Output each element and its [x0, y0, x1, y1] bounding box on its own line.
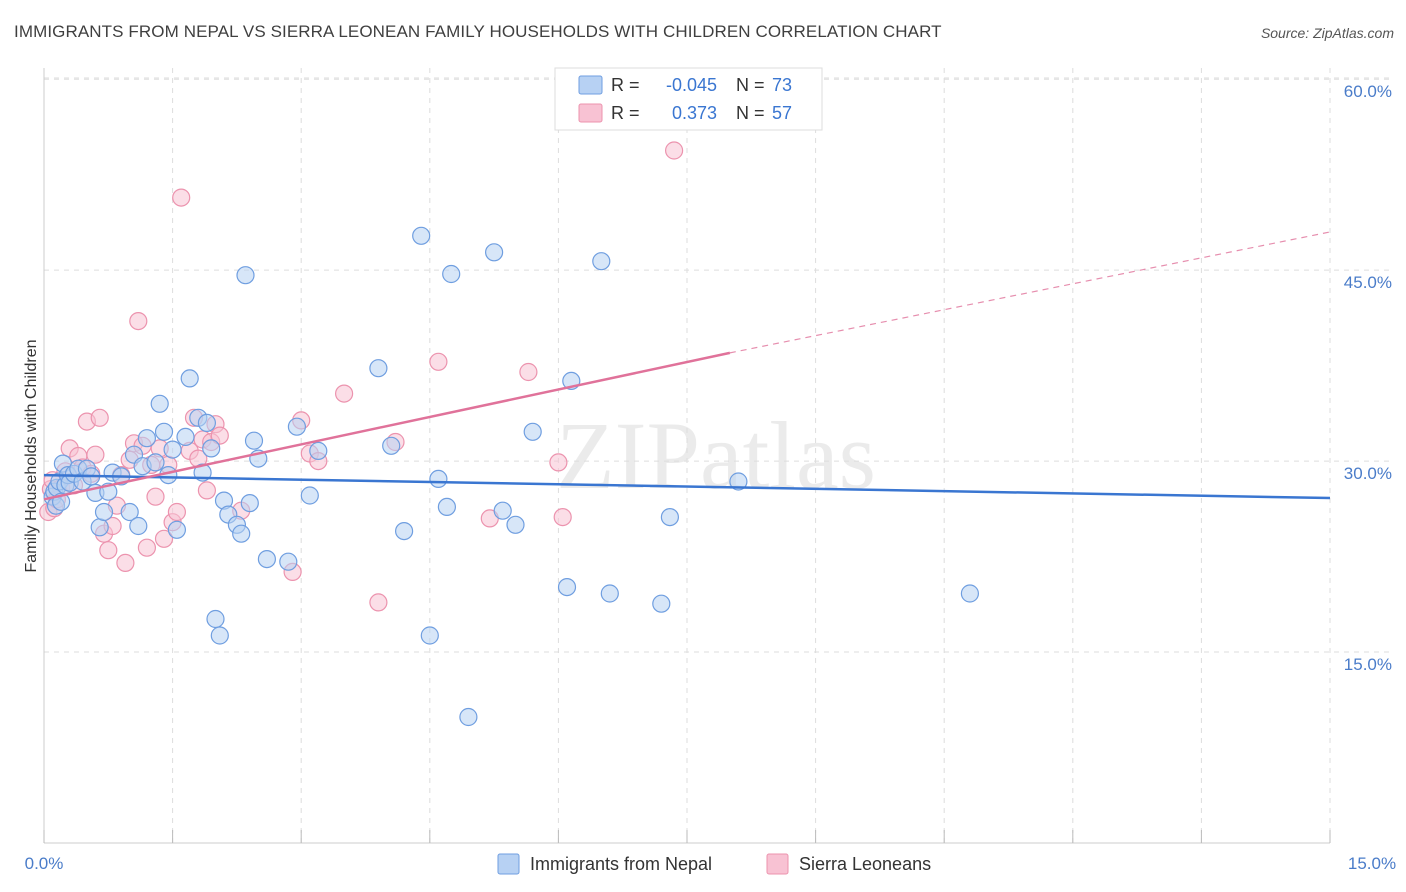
point-nepal	[729, 472, 748, 491]
legend-n-value-nepal: 73	[772, 75, 792, 95]
point-sierra	[99, 541, 118, 560]
y-axis-label: Family Households with Children	[23, 340, 40, 573]
point-nepal	[163, 440, 182, 459]
x-tick-label-min: 0.0%	[25, 854, 64, 873]
point-nepal	[287, 417, 306, 436]
watermark: ZIPatlas	[556, 402, 876, 509]
point-sierra	[519, 362, 538, 382]
point-nepal	[240, 494, 259, 513]
legend-n-label-nepal: N =	[736, 75, 765, 95]
legend-n-label-sierra: N =	[736, 103, 765, 123]
point-nepal	[146, 453, 165, 472]
point-sierra	[664, 141, 684, 160]
point-nepal	[202, 439, 221, 458]
point-nepal	[232, 524, 251, 543]
point-nepal	[206, 609, 225, 629]
point-nepal	[429, 469, 448, 488]
bottom-legend-label-nepal: Immigrants from Nepal	[530, 854, 712, 874]
point-nepal	[300, 486, 319, 505]
chart-title: IMMIGRANTS FROM NEPAL VS SIERRA LEONEAN …	[14, 22, 942, 41]
y-tick-label: 60.0%	[1344, 82, 1392, 101]
legend-n-value-sierra: 57	[772, 103, 792, 123]
point-nepal	[485, 243, 504, 262]
point-nepal	[257, 549, 276, 569]
point-sierra	[167, 502, 186, 522]
point-nepal	[90, 518, 109, 537]
legend-swatch-sierra	[578, 103, 603, 123]
trend-line-sierra	[43, 351, 731, 501]
point-sierra	[197, 481, 216, 500]
point-sierra	[335, 384, 354, 403]
point-nepal	[459, 707, 478, 727]
point-nepal	[557, 577, 577, 597]
point-nepal	[120, 502, 139, 522]
point-nepal	[167, 520, 186, 539]
point-nepal	[137, 429, 156, 448]
point-sierra	[154, 529, 174, 548]
point-sierra	[549, 453, 568, 472]
point-sierra	[129, 312, 148, 331]
point-nepal	[592, 252, 611, 271]
bottom-legend-swatch-sierra	[766, 853, 789, 875]
point-nepal	[236, 266, 255, 285]
point-nepal	[652, 594, 671, 613]
point-nepal	[176, 427, 195, 446]
x-axis-ticks	[43, 830, 1331, 843]
point-sierra	[369, 593, 388, 612]
point-sierra	[116, 553, 135, 573]
point-nepal	[960, 584, 980, 603]
point-nepal	[197, 413, 216, 432]
point-nepal	[129, 516, 148, 536]
point-sierra	[172, 188, 191, 207]
y-tick-label: 30.0%	[1344, 464, 1392, 483]
point-nepal	[279, 552, 298, 571]
point-nepal	[420, 626, 439, 645]
source-label: Source: ZipAtlas.com	[1260, 25, 1394, 41]
point-nepal	[150, 394, 169, 413]
point-sierra	[146, 487, 165, 506]
legend-box: R = -0.045 N = 73 R = 0.373 N = 57	[554, 67, 823, 131]
point-nepal	[244, 431, 264, 450]
legend-r-label-sierra: R =	[611, 103, 640, 123]
point-nepal	[412, 226, 431, 245]
legend-r-label-nepal: R =	[611, 75, 640, 95]
legend-r-value-sierra: 0.373	[672, 103, 717, 123]
point-nepal	[395, 521, 414, 541]
point-nepal	[94, 502, 114, 522]
legend-swatch-nepal	[578, 75, 603, 95]
point-nepal	[660, 507, 680, 527]
trend-line-sierra-extension	[729, 231, 1331, 354]
y-tick-label: 15.0%	[1344, 655, 1392, 674]
legend-r-value-nepal: -0.045	[666, 75, 717, 95]
point-nepal	[442, 264, 461, 284]
point-sierra	[86, 445, 105, 464]
trend-line-nepal	[43, 473, 1331, 500]
y-tick-label: 45.0%	[1344, 273, 1392, 292]
point-sierra	[553, 507, 572, 527]
point-nepal	[437, 497, 456, 516]
point-nepal	[180, 369, 199, 388]
point-nepal	[493, 501, 512, 520]
point-nepal	[154, 422, 174, 441]
point-nepal	[210, 626, 229, 645]
point-nepal	[382, 436, 401, 455]
point-nepal	[369, 359, 388, 378]
x-tick-label-max: 15.0%	[1348, 854, 1396, 873]
point-nepal	[523, 422, 542, 441]
point-nepal	[506, 515, 525, 534]
series-sierra-leoneans	[39, 141, 684, 612]
y-axis-tick-labels: 15.0% 30.0% 45.0% 60.0%	[1344, 82, 1392, 674]
bottom-legend-swatch-nepal	[497, 853, 520, 875]
point-sierra	[429, 352, 448, 371]
trend-lines	[43, 231, 1331, 501]
point-sierra	[90, 408, 109, 427]
point-nepal	[600, 584, 619, 603]
bottom-legend: Immigrants from Nepal Sierra Leoneans	[497, 853, 931, 875]
point-sierra	[137, 538, 156, 557]
point-nepal	[309, 441, 328, 460]
bottom-legend-label-sierra: Sierra Leoneans	[799, 854, 931, 874]
point-sierra	[210, 426, 229, 445]
